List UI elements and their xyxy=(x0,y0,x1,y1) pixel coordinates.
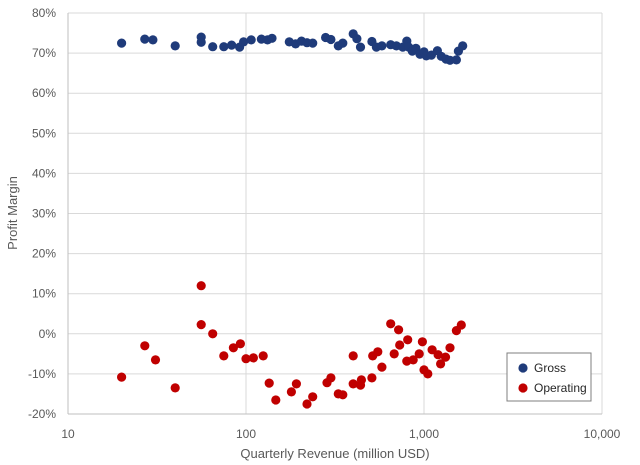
point-operating xyxy=(286,387,296,397)
point-operating xyxy=(377,362,387,372)
y-tick-label: 50% xyxy=(32,126,56,140)
point-operating xyxy=(423,369,433,379)
point-gross xyxy=(246,35,256,45)
point-operating xyxy=(117,372,127,382)
point-operating xyxy=(433,350,443,360)
point-gross xyxy=(239,37,249,47)
point-gross xyxy=(148,35,158,45)
point-operating xyxy=(140,341,150,351)
point-gross xyxy=(326,34,336,45)
x-axis-title: Quarterly Revenue (million USD) xyxy=(240,446,429,461)
x-tick-label: 100 xyxy=(236,427,256,441)
y-tick-label: 80% xyxy=(32,6,56,20)
y-tick-label: 70% xyxy=(32,46,56,60)
tick-labels: -20% -10% 0% 10% 20% 30% 40% 50% 60% 70% 80% 10 100 1… xyxy=(28,6,621,441)
legend-marker-gross xyxy=(518,363,528,373)
y-tick-label: 60% xyxy=(32,86,56,100)
point-operating xyxy=(338,390,348,400)
point-operating xyxy=(170,383,180,393)
legend-box xyxy=(506,352,592,402)
point-gross xyxy=(219,42,229,52)
point-operating xyxy=(373,347,383,357)
point-operating xyxy=(414,349,424,359)
point-gross xyxy=(227,40,237,50)
point-operating xyxy=(417,337,427,347)
point-operating xyxy=(219,351,229,361)
y-tick-label: 30% xyxy=(32,207,56,221)
x-tick-label: 1,000 xyxy=(409,427,439,441)
x-tick-label: 10 xyxy=(61,427,75,441)
axes xyxy=(67,13,602,415)
point-operating xyxy=(228,343,238,353)
data-points xyxy=(117,29,468,409)
point-operating xyxy=(386,319,396,329)
y-tick-label: 20% xyxy=(32,247,56,261)
point-operating xyxy=(326,373,336,383)
point-gross xyxy=(170,41,180,51)
point-gross xyxy=(267,33,277,43)
point-operating xyxy=(456,320,466,330)
point-operating xyxy=(389,349,399,359)
point-operating xyxy=(264,378,274,388)
point-gross xyxy=(355,42,366,52)
point-gross xyxy=(451,55,461,65)
point-operating xyxy=(394,325,404,335)
point-operating xyxy=(367,373,377,383)
legend-label-gross: Gross xyxy=(534,361,566,375)
x-tick-label: 10,000 xyxy=(584,427,621,441)
point-operating xyxy=(248,353,258,363)
point-operating xyxy=(445,343,455,353)
point-operating xyxy=(196,320,206,330)
point-gross xyxy=(458,41,468,51)
point-operating xyxy=(235,339,245,349)
point-gross xyxy=(377,41,387,51)
point-operating xyxy=(291,379,301,389)
y-tick-label: 40% xyxy=(32,166,56,180)
point-gross xyxy=(308,38,318,48)
point-operating xyxy=(408,355,418,365)
point-operating xyxy=(258,351,268,361)
point-gross xyxy=(338,38,348,48)
point-operating xyxy=(395,340,405,350)
legend-label-operating: Operating xyxy=(534,381,587,395)
y-tick-label: 0% xyxy=(39,327,57,341)
point-operating xyxy=(150,355,161,365)
point-operating xyxy=(271,395,281,405)
point-operating xyxy=(403,335,413,345)
legend-marker-operating xyxy=(518,383,528,393)
point-gross xyxy=(196,37,206,47)
point-gross xyxy=(117,38,127,48)
point-gross xyxy=(208,42,218,52)
point-operating xyxy=(208,329,218,339)
y-tick-label: -20% xyxy=(28,407,56,421)
point-operating xyxy=(348,379,358,389)
point-operating xyxy=(436,359,446,369)
point-operating xyxy=(196,281,206,291)
point-operating xyxy=(356,375,366,385)
point-operating xyxy=(308,392,318,402)
point-gross xyxy=(352,34,362,44)
point-operating xyxy=(348,351,358,361)
y-tick-label: -10% xyxy=(28,367,56,381)
point-operating xyxy=(302,399,312,409)
point-gross xyxy=(140,34,150,44)
y-tick-label: 10% xyxy=(32,287,56,301)
legend: Gross Operating xyxy=(506,352,592,402)
point-operating xyxy=(440,352,451,362)
point-operating xyxy=(241,354,251,364)
y-axis-title: Profit Margin xyxy=(5,176,20,250)
